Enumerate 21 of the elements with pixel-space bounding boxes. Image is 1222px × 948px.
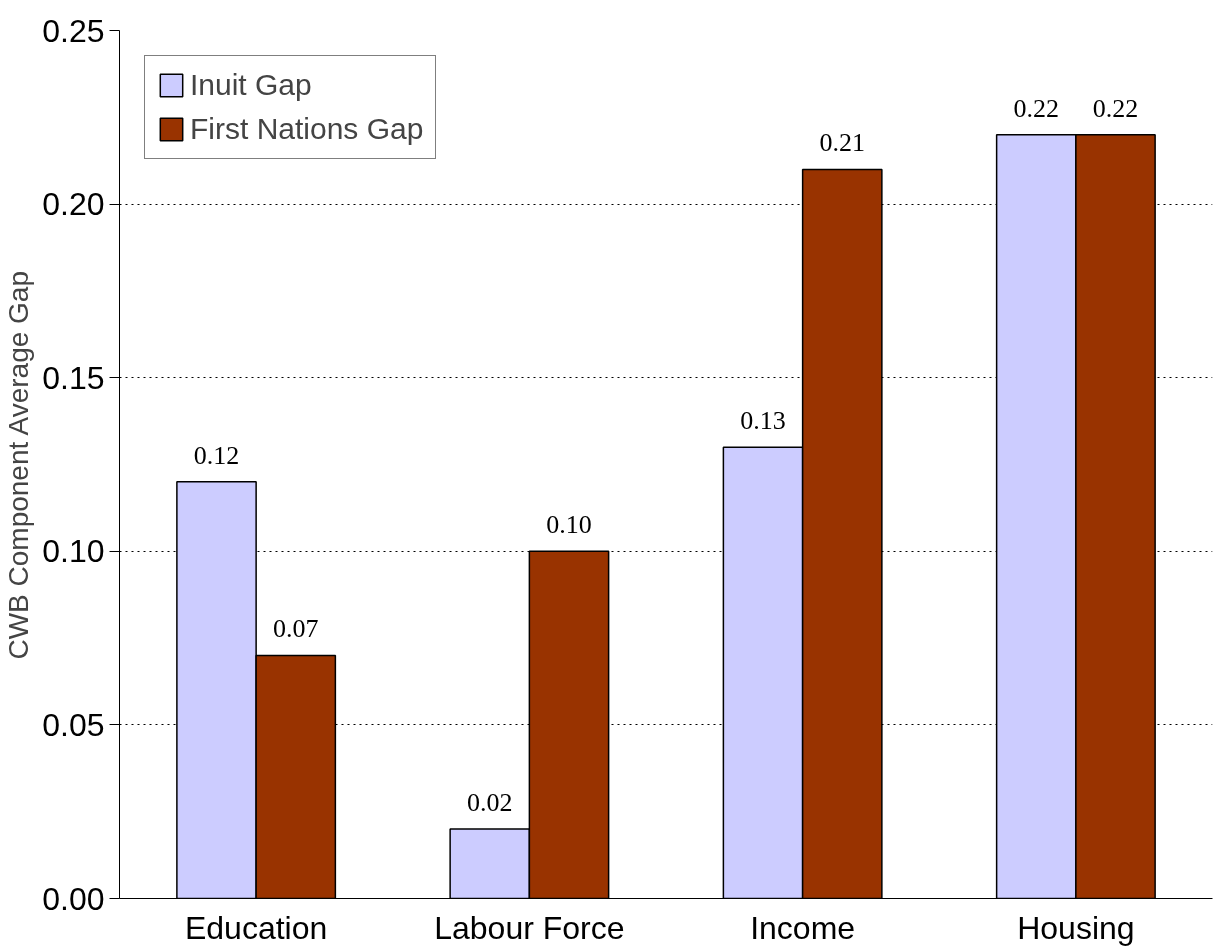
data-label: 0.10 — [546, 510, 592, 540]
legend-label: First Nations Gap — [190, 112, 424, 146]
data-label: 0.12 — [193, 440, 240, 470]
x-tick-label: Housing — [1017, 909, 1135, 946]
data-label: 0.07 — [273, 614, 319, 644]
legend-label: Inuit Gap — [190, 68, 312, 102]
y-tick-label: 0.15 — [42, 359, 105, 396]
data-label: 0.22 — [1013, 93, 1059, 123]
x-tick-label: Income — [750, 909, 856, 946]
y-axis-title: CWB Component Average Gap — [3, 270, 35, 660]
y-tick-label: 0.10 — [42, 533, 105, 570]
x-tick-label: Education — [184, 909, 328, 946]
y-tick-label: 0.25 — [42, 12, 105, 49]
x-tick-label: Labour Force — [434, 909, 625, 946]
data-label: 0.13 — [740, 406, 786, 436]
data-label: 0.21 — [819, 128, 865, 158]
y-tick-label: 0.20 — [42, 186, 105, 223]
y-tick-label: 0.05 — [42, 706, 105, 743]
y-tick-label: 0.00 — [42, 880, 105, 917]
data-label: 0.22 — [1092, 93, 1139, 123]
data-label: 0.02 — [467, 788, 513, 818]
